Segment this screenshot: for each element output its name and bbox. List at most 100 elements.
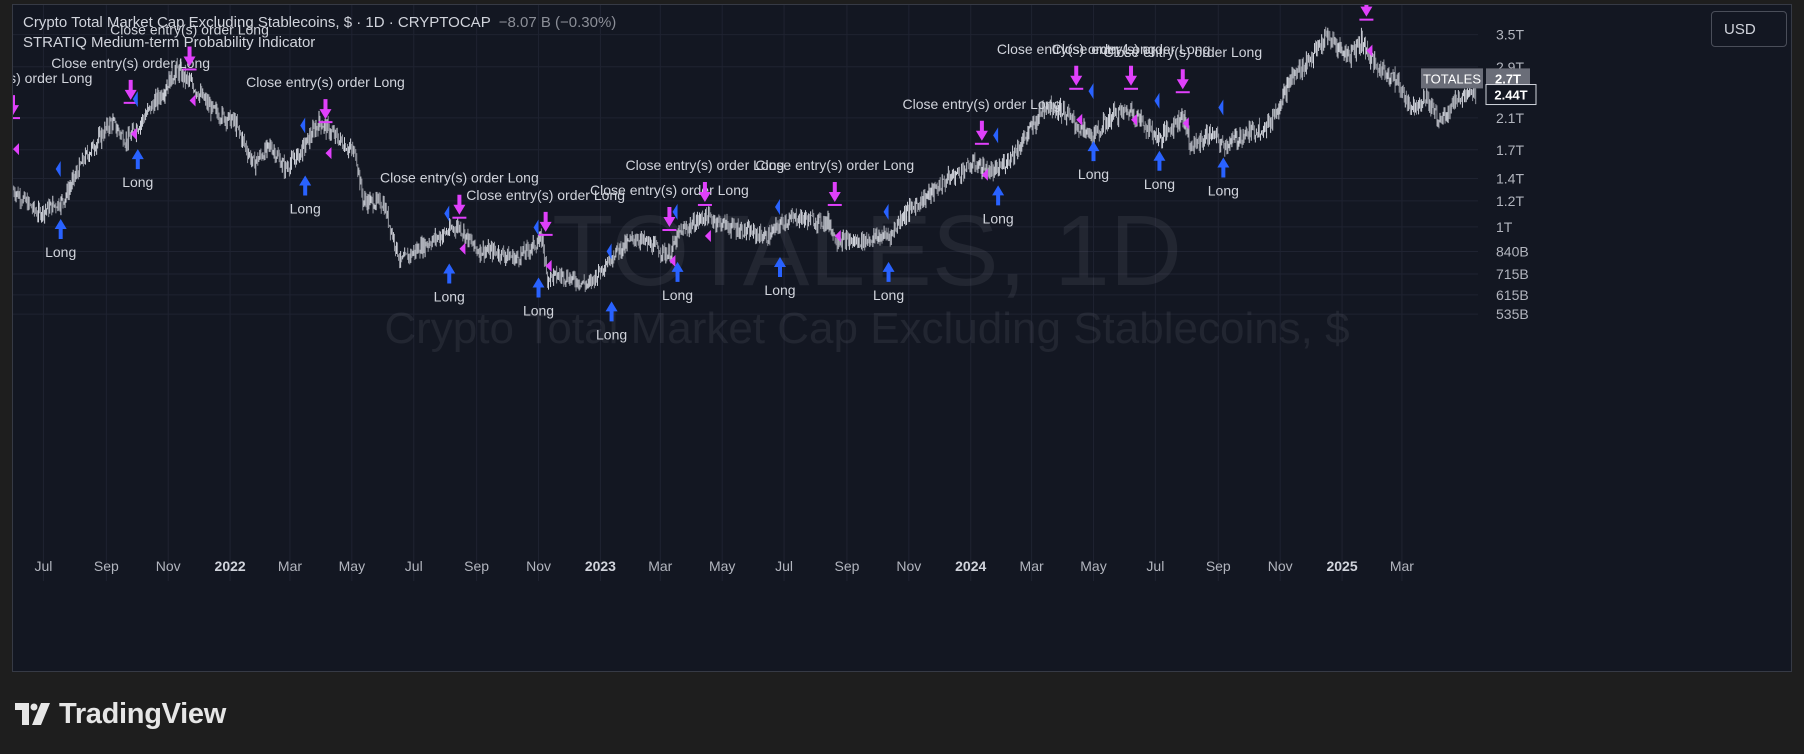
entry-label: Long (873, 287, 904, 303)
time-axis-label: Jul (34, 558, 52, 574)
entry-label: Long (45, 244, 76, 260)
time-axis-label: Jul (405, 558, 423, 574)
exit-label: Close entry(s) order Long (1103, 44, 1262, 60)
price-axis-label: 535B (1496, 306, 1529, 322)
entry-arrow (1087, 141, 1100, 162)
entry-label: Long (764, 282, 795, 298)
symbol-title: Crypto Total Market Cap Excluding Stable… (23, 14, 491, 31)
exit-arrow (539, 211, 552, 232)
price-axis-label: 2.1T (1496, 110, 1524, 126)
exit-marker (669, 254, 676, 267)
exit-label: Close entry(s) order Long (997, 41, 1156, 57)
time-axis-label: May (339, 558, 365, 574)
exit-arrow (1176, 69, 1189, 90)
entry-arrow (299, 175, 312, 196)
exit-label: Close entry(s) order Long (1052, 41, 1211, 57)
entry-marker (533, 219, 539, 236)
entry-arrow (532, 277, 545, 298)
exit-marker (704, 229, 711, 242)
series-value-text: 2.7T (1495, 71, 1521, 86)
entry-marker (993, 127, 999, 144)
exit-label: Close entry(s) order Long (13, 70, 92, 86)
exit-arrow (1125, 65, 1138, 86)
grid-lines (13, 5, 1478, 581)
exit-arrow (453, 194, 466, 215)
exit-marker (981, 168, 988, 181)
exit-marker (459, 242, 466, 255)
price-axis-label: 3.5T (1496, 27, 1524, 43)
last-price-text: 2.44T (1494, 88, 1527, 103)
time-axis-label: Mar (1020, 558, 1044, 574)
exit-arrow (124, 79, 137, 100)
time-axis-label: 2022 (215, 558, 246, 574)
time-axis-label: Jul (1146, 558, 1164, 574)
time-axis-label: Sep (464, 558, 489, 574)
exit-arrow (698, 181, 711, 202)
entry-arrow (443, 263, 456, 284)
last-price-tag (1485, 84, 1537, 106)
price-axis-label: 715B (1496, 266, 1529, 282)
exit-marker (1131, 113, 1138, 126)
entry-label: Long (1144, 176, 1175, 192)
time-axis-label: Nov (896, 558, 921, 574)
time-axis-label: Mar (278, 558, 302, 574)
time-axis-label: Mar (648, 558, 672, 574)
series-name-tag (1421, 68, 1483, 89)
chart-area[interactable]: TOTALES, 1D Crypto Total Market Cap Excl… (12, 4, 1792, 672)
watermark-symbol: TOTALES, 1D (552, 195, 1182, 307)
tradingview-logo[interactable]: TradingView (15, 696, 226, 732)
price-tags: TOTALES 2.7T 2.44T (1421, 68, 1537, 106)
time-axis-label: Nov (156, 558, 181, 574)
entry-label: Long (290, 201, 321, 217)
price-axis-label: 1T (1496, 219, 1513, 235)
exit-marker (545, 259, 552, 272)
price-chart[interactable]: TOTALES, 1D Crypto Total Market Cap Excl… (13, 5, 1792, 672)
symbol-header[interactable]: Crypto Total Market Cap Excluding Stable… (23, 14, 616, 31)
exit-marker (189, 94, 196, 107)
exit-marker (1076, 113, 1083, 126)
exit-arrow (1360, 5, 1373, 17)
time-axis-label: May (1080, 558, 1106, 574)
entry-label: Long (596, 326, 627, 342)
currency-button[interactable]: USD (1711, 11, 1787, 47)
price-axis-label: 1.7T (1496, 142, 1524, 158)
entry-marker (1218, 99, 1224, 116)
time-axis[interactable]: Jul Sep Nov 2022 Mar May Jul Sep Nov 2023 Mar May Ju… (34, 558, 1414, 574)
time-axis-label: Sep (94, 558, 119, 574)
price-change: −8.07 B (−0.30%) (498, 14, 617, 31)
entry-arrow (773, 256, 786, 277)
entry-label: Long (1078, 166, 1109, 182)
exit-arrow (319, 99, 332, 120)
exit-label: Close entry(s) order Long (246, 74, 405, 90)
entry-marker (1088, 83, 1094, 100)
exit-label: Close entry(s) order Long (380, 170, 539, 186)
price-axis-label: 615B (1496, 287, 1529, 303)
exit-arrow (13, 95, 19, 116)
entry-arrow (131, 149, 144, 170)
entry-arrow (54, 218, 67, 239)
exit-label: Close entry(s) order Long (590, 182, 749, 198)
indicator-title[interactable]: STRATIQ Medium-term Probability Indicato… (23, 34, 316, 51)
entry-marker (774, 198, 780, 215)
entry-label: Long (1208, 182, 1239, 198)
exit-label: Close entry(s) order Long (466, 187, 625, 203)
time-axis-label: Sep (834, 558, 859, 574)
time-axis-label: Mar (1390, 558, 1414, 574)
exit-label: Close entry(s) order Long (110, 21, 269, 37)
series-name-text: TOTALES (1423, 71, 1481, 86)
entry-arrow (605, 301, 618, 322)
entry-label: Long (434, 289, 465, 305)
time-axis-label: 2025 (1326, 558, 1357, 574)
exit-arrow (828, 181, 841, 202)
entry-label: Long (122, 174, 153, 190)
entry-marker (883, 203, 889, 220)
entry-marker (55, 160, 61, 177)
time-axis-label: Sep (1206, 558, 1231, 574)
watermark-title: Crypto Total Market Cap Excluding Stable… (384, 304, 1349, 353)
exit-arrow (183, 46, 196, 67)
exit-marker (13, 143, 19, 156)
time-axis-label: Nov (526, 558, 551, 574)
entry-marker (606, 243, 612, 260)
exit-marker (325, 147, 332, 160)
entry-marker (444, 205, 450, 222)
